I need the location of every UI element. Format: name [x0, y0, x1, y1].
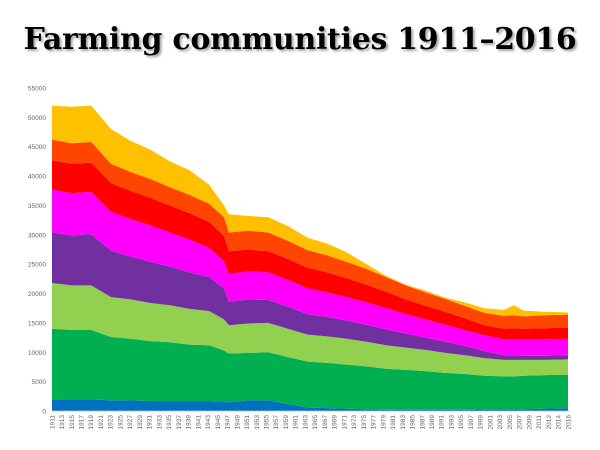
x-tick-label: 1965	[312, 415, 319, 430]
x-tick-label: 1979	[380, 415, 387, 430]
x-tick-label: 1957	[273, 415, 280, 430]
x-tick-label: 1923	[108, 415, 115, 430]
x-tick-label: 1953	[254, 415, 261, 430]
x-tick-label: 1935	[166, 415, 173, 430]
x-tick-label: 1971	[341, 415, 348, 430]
area-series-2	[52, 328, 568, 410]
x-tick-label: 2014	[556, 415, 563, 430]
x-tick-label: 1911	[49, 415, 56, 429]
y-tick-label: 0	[42, 409, 46, 416]
x-tick-label: 1937	[176, 415, 183, 430]
x-tick-label: 2012	[546, 415, 553, 430]
y-tick-label: 20000	[28, 291, 46, 298]
x-tick-label: 1969	[332, 415, 339, 430]
x-tick-label: 1945	[215, 415, 222, 430]
x-tick-label: 1943	[205, 415, 212, 430]
x-tick-label: 1989	[429, 415, 436, 430]
x-tick-label: 1987	[419, 415, 426, 430]
y-tick-label: 10000	[28, 350, 46, 357]
x-tick-label: 1955	[263, 415, 270, 430]
x-tick-label: 1997	[468, 415, 475, 430]
x-tick-label: 1999	[478, 415, 485, 430]
area-series-1	[52, 399, 568, 411]
y-tick-label: 15000	[28, 320, 46, 327]
x-tick-label: 1929	[137, 415, 144, 430]
x-tick-label: 2005	[507, 415, 514, 430]
y-tick-label: 55000	[28, 86, 46, 93]
x-tick-label: 1925	[117, 415, 124, 430]
x-tick-label: 1973	[351, 415, 358, 430]
x-tick-label: 1919	[88, 415, 95, 430]
area-series-4	[52, 232, 568, 360]
x-tick-label: 1993	[448, 415, 455, 430]
chart-title: Farming communities 1911–2016	[23, 22, 577, 57]
x-tick-label: 1947	[225, 415, 232, 430]
x-tick-label: 1995	[458, 415, 465, 430]
x-tick-label: 2011	[536, 415, 543, 429]
y-tick-label: 35000	[28, 203, 46, 210]
x-tick-label: 2003	[497, 415, 504, 430]
x-tick-label: 1967	[322, 415, 329, 430]
x-tick-label: 1959	[283, 415, 290, 430]
x-tick-label: 1991	[439, 415, 446, 430]
y-tick-label: 45000	[28, 144, 46, 151]
x-tick-label: 1961	[293, 415, 300, 430]
x-tick-label: 2001	[487, 415, 494, 430]
x-tick-label: 1985	[410, 415, 417, 430]
x-tick-label: 1977	[371, 415, 378, 430]
area-series-3	[52, 282, 568, 377]
x-tick-label: 1939	[186, 415, 193, 430]
x-tick-label: 1917	[79, 415, 86, 430]
area-series-7	[52, 139, 568, 329]
y-tick-label: 30000	[28, 232, 46, 239]
x-tick-label: 2016	[565, 415, 572, 430]
x-tick-label: 1927	[127, 415, 134, 430]
x-tick-label: 1949	[234, 415, 241, 430]
x-tick-label: 2007	[517, 415, 524, 430]
x-tick-label: 1975	[361, 415, 368, 430]
x-tick-label: 1983	[400, 415, 407, 430]
y-tick-label: 40000	[28, 174, 46, 181]
y-tick-label: 5000	[32, 379, 47, 386]
x-tick-label: 1921	[98, 415, 105, 430]
x-tick-label: 1941	[195, 415, 202, 430]
x-tick-label: 1951	[244, 415, 251, 430]
y-tick-label: 50000	[28, 115, 46, 122]
x-tick-label: 1933	[156, 415, 163, 430]
y-tick-label: 25000	[28, 262, 46, 269]
x-tick-label: 1981	[390, 415, 397, 430]
x-tick-label: 1963	[302, 415, 309, 430]
area-series-6	[52, 160, 568, 340]
x-tick-label: 2009	[526, 415, 533, 430]
x-tick-label: 1915	[69, 415, 76, 430]
area-series-8	[52, 105, 568, 317]
x-tick-label: 1931	[147, 415, 154, 430]
area-series-5	[52, 189, 568, 356]
x-tick-label: 1913	[59, 415, 66, 430]
